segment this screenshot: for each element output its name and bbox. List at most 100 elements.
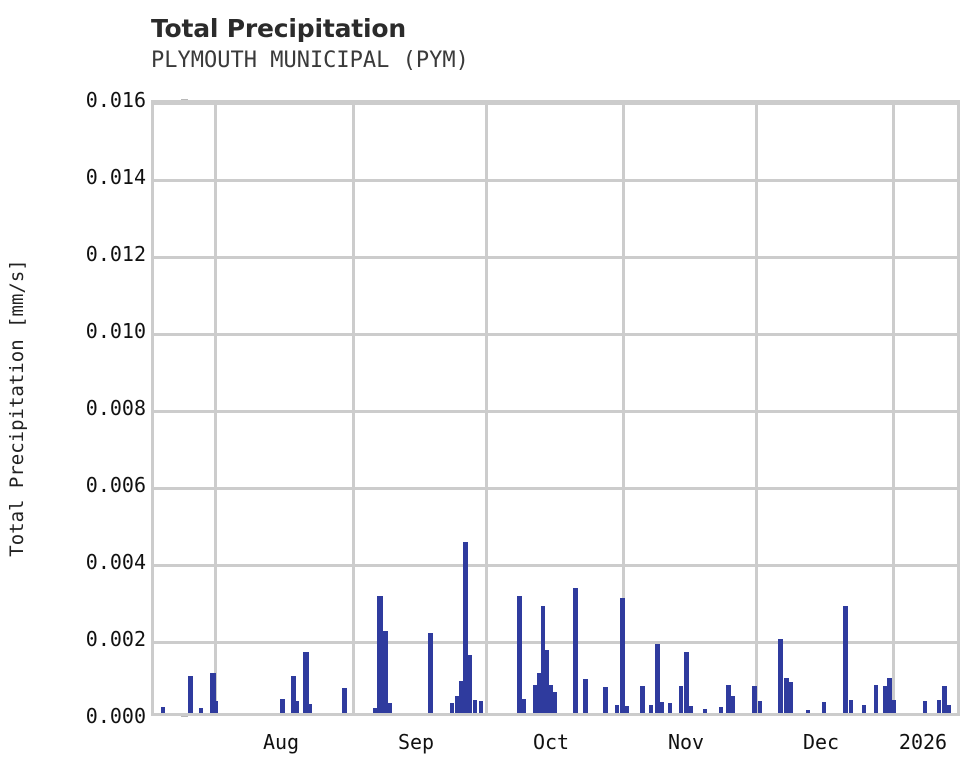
bar xyxy=(342,687,347,713)
bar xyxy=(188,676,193,713)
bar xyxy=(752,685,757,713)
bar xyxy=(731,696,735,713)
y-axis-tick-label: 0.016 xyxy=(85,88,146,112)
bar xyxy=(583,679,588,713)
bar xyxy=(789,682,793,713)
bar xyxy=(473,699,477,713)
bar xyxy=(679,686,683,713)
gridline-vertical xyxy=(891,103,895,713)
bar xyxy=(892,699,896,713)
bar xyxy=(778,638,783,713)
bar xyxy=(887,677,892,713)
bar xyxy=(549,685,553,713)
bar xyxy=(517,596,522,713)
gridline-horizontal xyxy=(154,103,957,105)
bar xyxy=(874,684,878,713)
gridline-horizontal xyxy=(154,332,957,336)
gridline-vertical xyxy=(351,103,355,713)
x-axis-tick-label: Sep xyxy=(397,730,435,754)
bar xyxy=(668,703,672,713)
bar xyxy=(849,700,853,713)
bar xyxy=(862,704,866,713)
bar xyxy=(640,686,645,713)
bar xyxy=(719,707,723,713)
bar xyxy=(537,672,541,713)
bar xyxy=(553,691,557,713)
bar xyxy=(947,705,951,713)
bar xyxy=(625,706,629,713)
bar xyxy=(303,652,309,713)
gridline-horizontal xyxy=(154,563,957,567)
gridline-horizontal xyxy=(154,255,957,259)
bar xyxy=(758,701,762,713)
y-axis-tick-label: 0.012 xyxy=(85,242,146,266)
gridline-horizontal xyxy=(154,409,957,413)
bar xyxy=(541,606,545,713)
bar xyxy=(199,708,203,713)
bar xyxy=(620,598,625,713)
chart-subtitle: PLYMOUTH MUNICIPAL (PYM) xyxy=(151,48,469,73)
bar xyxy=(649,704,653,713)
bar xyxy=(161,707,165,713)
x-axis-tick-label: Oct xyxy=(532,730,570,754)
y-axis-tick-label: 0.004 xyxy=(85,550,146,574)
bar xyxy=(843,606,848,713)
y-axis-tick-label: 0.014 xyxy=(85,165,146,189)
x-axis-tick-label: Aug xyxy=(262,730,300,754)
bar xyxy=(923,701,927,713)
bar-series xyxy=(154,103,957,713)
bar xyxy=(726,684,731,713)
bar xyxy=(883,686,887,713)
bar xyxy=(210,672,216,713)
bar xyxy=(388,703,392,713)
bar xyxy=(455,695,459,713)
bar xyxy=(296,701,299,713)
y-axis-tick-label: 0.006 xyxy=(85,473,146,497)
gridline-vertical xyxy=(754,103,758,713)
bar xyxy=(309,703,312,713)
x-axis-tick-label: Dec xyxy=(802,730,840,754)
bar xyxy=(689,706,693,713)
bar xyxy=(806,709,810,713)
x-axis-tick-label: 2026 xyxy=(898,730,948,754)
y-axis-title: Total Precipitation [mm/s] xyxy=(6,259,28,557)
y-axis-tick-label: 0.000 xyxy=(85,704,146,728)
gridline-vertical xyxy=(621,103,625,713)
bar xyxy=(573,588,578,713)
gridlines xyxy=(154,103,957,713)
gridline-vertical xyxy=(213,103,217,713)
bar xyxy=(291,675,296,713)
chart-header: Total Precipitation PLYMOUTH MUNICIPAL (… xyxy=(151,14,851,76)
plot-area xyxy=(151,100,960,716)
bar xyxy=(937,699,941,713)
bar xyxy=(522,698,526,713)
bar xyxy=(428,633,433,713)
bar xyxy=(463,542,468,713)
y-axis-tick-label: 0.008 xyxy=(85,396,146,420)
bar xyxy=(655,644,660,713)
bar xyxy=(784,677,789,713)
bar xyxy=(280,698,285,713)
bar xyxy=(479,701,483,713)
bar xyxy=(942,686,947,713)
bar xyxy=(703,708,707,713)
bar xyxy=(377,596,383,713)
gridline-horizontal xyxy=(154,640,957,644)
bar xyxy=(373,708,377,713)
chart-title: Total Precipitation xyxy=(151,14,406,43)
gridline-vertical xyxy=(484,103,488,713)
bar xyxy=(383,631,388,713)
bar xyxy=(822,702,826,713)
y-axis-tick-label: 0.002 xyxy=(85,627,146,651)
bar xyxy=(603,687,608,713)
bar xyxy=(533,685,537,713)
bar xyxy=(684,651,689,713)
bar xyxy=(450,703,454,713)
y-axis-tick-mark xyxy=(181,715,188,717)
gridline-horizontal xyxy=(154,178,957,182)
x-axis-tick-label: Nov xyxy=(667,730,705,754)
y-axis-title-wrap: Total Precipitation [mm/s] xyxy=(0,100,34,716)
y-axis-tick-labels: 0.000 0.002 0.004 0.006 0.008 0.010 0.012 0.014… xyxy=(36,0,188,780)
bar xyxy=(468,655,472,713)
